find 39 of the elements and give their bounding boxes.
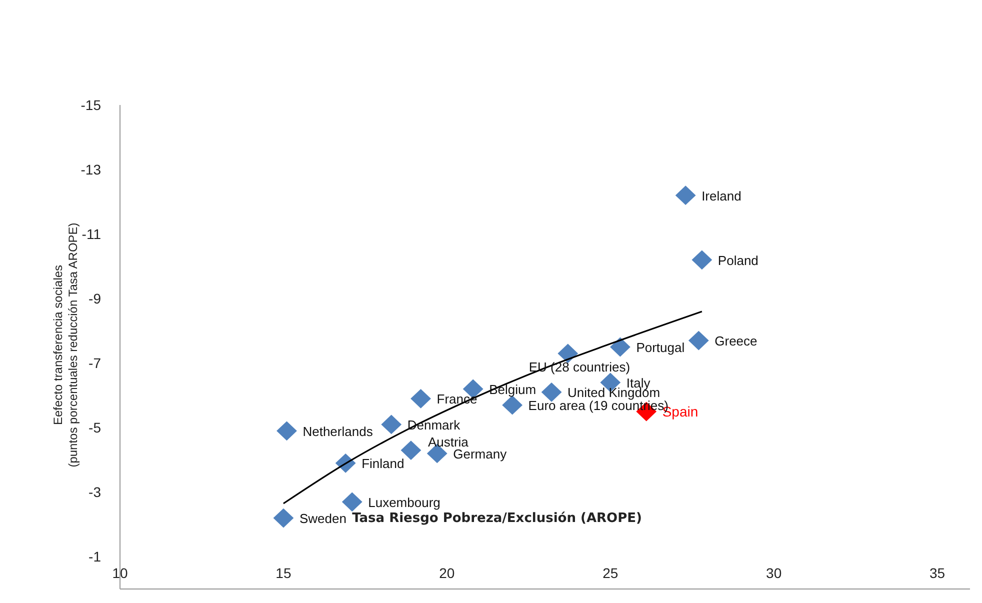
point bbox=[502, 395, 523, 415]
point bbox=[688, 330, 709, 350]
point bbox=[541, 382, 562, 402]
x-tick-label: 25 bbox=[602, 565, 618, 581]
point bbox=[610, 337, 630, 357]
annotation: Netherlands bbox=[302, 424, 374, 439]
annotation: Portugal bbox=[636, 340, 685, 355]
annotation: Belgium bbox=[489, 382, 536, 397]
y-tick-label: -1 bbox=[88, 548, 102, 565]
x-tick-label: 10 bbox=[112, 565, 128, 581]
annotation: Finland bbox=[362, 456, 404, 472]
x-tick-label: 30 bbox=[766, 565, 782, 581]
point bbox=[558, 344, 578, 364]
point bbox=[342, 492, 362, 512]
annotation: EU (28 countries) bbox=[528, 359, 630, 374]
y-tick-label: -15 bbox=[80, 96, 102, 113]
y-tick-label: -11 bbox=[82, 226, 102, 242]
y-tick-label: -7 bbox=[88, 355, 102, 372]
point bbox=[276, 421, 297, 441]
point bbox=[400, 440, 422, 460]
y-tick-label: -9 bbox=[88, 290, 102, 306]
y-axis-title: Eefecto transferencia sociales (puntos porcentuales reducción Tasa AROPE) bbox=[51, 222, 80, 468]
point bbox=[692, 250, 712, 270]
y-tick-label: -13 bbox=[80, 161, 102, 178]
y-tick-label: -3 bbox=[88, 484, 102, 500]
x-tick-label: 20 bbox=[439, 565, 455, 581]
annotation: Luxembourg bbox=[368, 494, 440, 510]
y-tick-label: -5 bbox=[88, 420, 102, 436]
x-tick-label: 15 bbox=[276, 565, 292, 581]
annotation: Sweden bbox=[299, 511, 346, 526]
annotation: Poland bbox=[718, 252, 758, 268]
x-axis-title: Tasa Riesgo Pobreza/Exclusión (AROPE) bbox=[352, 511, 642, 526]
point bbox=[381, 414, 402, 434]
x-tick-label: 35 bbox=[930, 565, 946, 581]
point bbox=[273, 508, 294, 528]
point bbox=[675, 186, 696, 206]
point bbox=[410, 388, 431, 408]
annotation: Greece bbox=[714, 334, 758, 349]
annotation: Ireland bbox=[702, 188, 742, 204]
